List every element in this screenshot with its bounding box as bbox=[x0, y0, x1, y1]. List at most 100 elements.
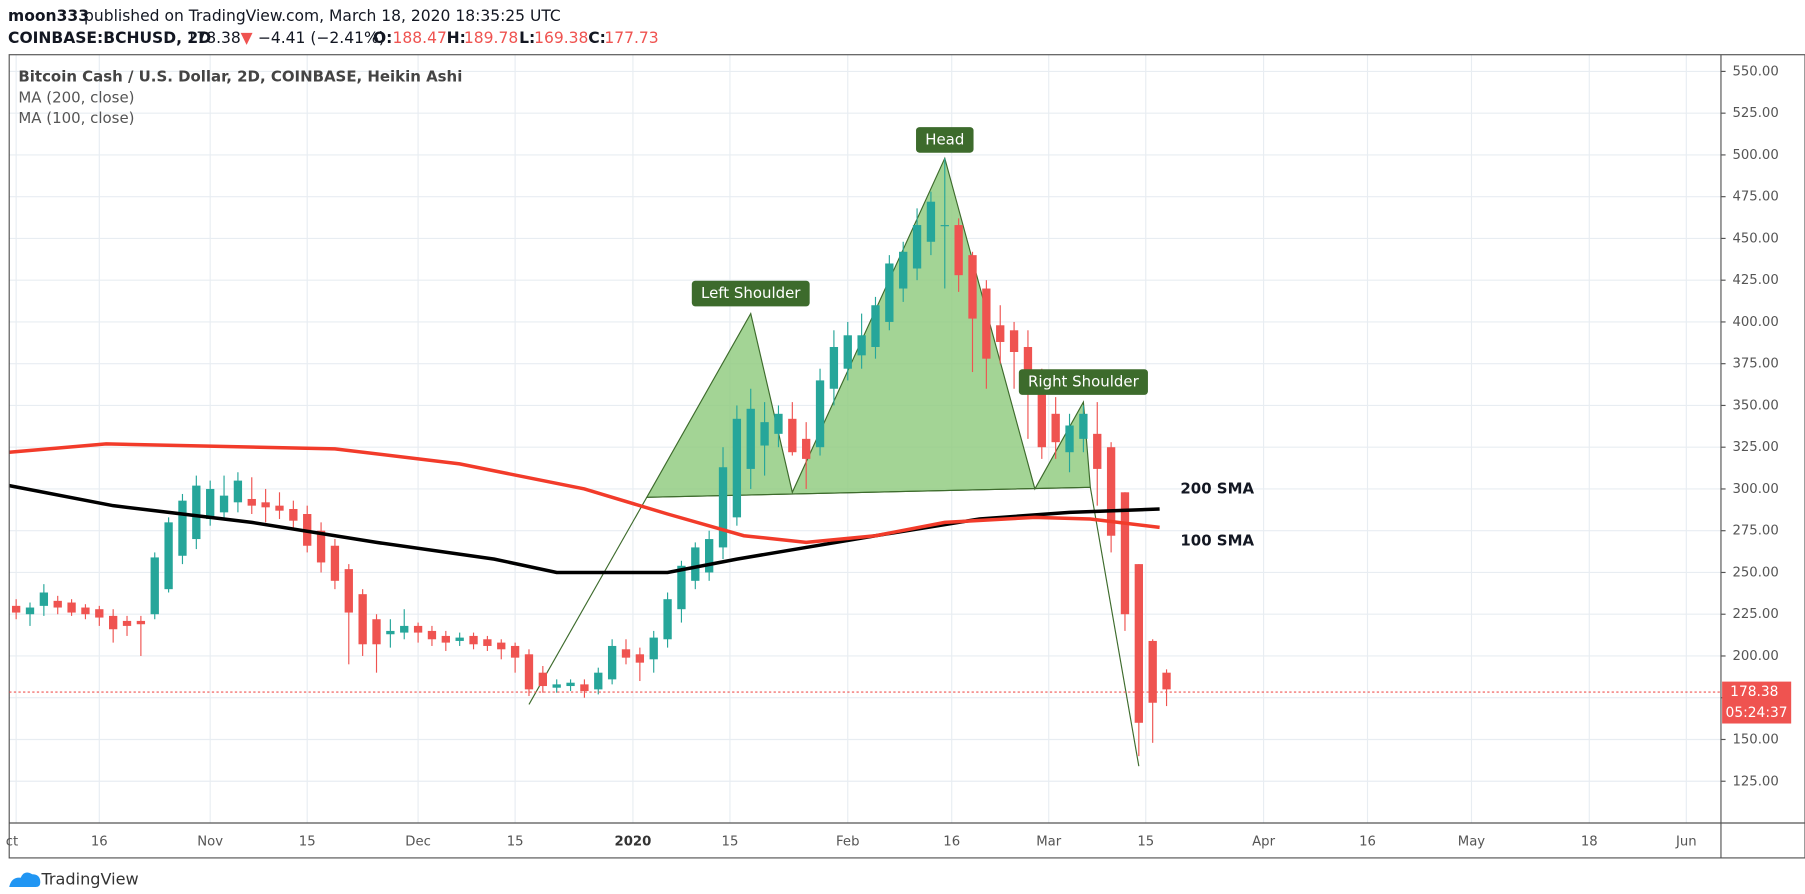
candle-body bbox=[926, 201, 936, 242]
candle-body bbox=[580, 684, 589, 692]
y-tick-label: 400.00 bbox=[1732, 315, 1778, 330]
annotation-label: Right Shoulder bbox=[1028, 373, 1139, 391]
ohlc-h-label: H: bbox=[447, 29, 466, 47]
candle-body bbox=[11, 605, 21, 613]
candle-body bbox=[912, 225, 922, 269]
y-tick-label: 150.00 bbox=[1732, 732, 1778, 747]
annotation: Right Shoulder bbox=[1018, 369, 1148, 395]
candle-body bbox=[358, 594, 367, 645]
candle-body bbox=[663, 599, 672, 640]
candle-body bbox=[136, 620, 146, 625]
legend-ma100: MA (100, close) bbox=[18, 109, 134, 127]
y-tick-label: 225.00 bbox=[1732, 607, 1778, 622]
candle-body bbox=[1051, 413, 1060, 443]
candle-body bbox=[996, 325, 1005, 342]
candle-body bbox=[427, 630, 437, 640]
y-tick-label: 425.00 bbox=[1732, 273, 1778, 288]
y-tick-label: 350.00 bbox=[1732, 398, 1778, 413]
candle-body bbox=[871, 305, 880, 347]
candle-body bbox=[1162, 672, 1171, 690]
grid bbox=[9, 54, 1721, 823]
candle-body bbox=[122, 620, 132, 626]
candle-body bbox=[247, 498, 256, 506]
x-tick-label: 18 bbox=[1581, 835, 1598, 850]
candle-body bbox=[746, 408, 755, 469]
candle-body bbox=[178, 500, 187, 556]
y-tick-label: 300.00 bbox=[1732, 482, 1778, 497]
change: −4.41 (−2.41%) bbox=[258, 29, 385, 47]
ohlc-l-label: L: bbox=[519, 29, 535, 47]
candle-body bbox=[469, 635, 478, 645]
candle-body bbox=[164, 522, 173, 590]
candle-body bbox=[497, 642, 506, 650]
author: moon333 bbox=[8, 7, 89, 25]
candle-body bbox=[510, 645, 520, 658]
candle-body bbox=[441, 635, 450, 643]
x-tick-label: 16 bbox=[1359, 835, 1376, 850]
candle-body bbox=[483, 639, 492, 646]
candle-body bbox=[289, 508, 298, 521]
x-tick-label: Dec bbox=[405, 835, 431, 850]
candle-body bbox=[233, 480, 243, 503]
y-tick-label: 550.00 bbox=[1732, 64, 1778, 79]
candle-body bbox=[1009, 330, 1019, 353]
marks bbox=[8, 156, 1171, 767]
candle-body bbox=[968, 255, 977, 319]
y-tick-label: 450.00 bbox=[1732, 231, 1778, 246]
last-price-label: 178.38 bbox=[1730, 684, 1778, 700]
candle-body bbox=[649, 637, 658, 660]
candle-body bbox=[899, 251, 908, 289]
x-tick-label: 15 bbox=[722, 835, 739, 850]
candle-body bbox=[760, 422, 769, 446]
annotation: Head bbox=[916, 127, 974, 153]
candle-body bbox=[621, 649, 631, 658]
candle-body bbox=[677, 565, 686, 610]
candle-body bbox=[788, 418, 797, 453]
candle-body bbox=[524, 654, 534, 690]
candle-body bbox=[275, 505, 284, 511]
legend-title: Bitcoin Cash / U.S. Dollar, 2D, COINBASE… bbox=[18, 67, 462, 85]
frame bbox=[8, 54, 1805, 859]
last-price-box bbox=[1722, 681, 1792, 724]
candle-body bbox=[150, 557, 159, 615]
x-tick-label: 15 bbox=[299, 835, 316, 850]
candle-body bbox=[261, 502, 270, 508]
trend-line bbox=[528, 497, 648, 705]
annotation-box bbox=[916, 127, 974, 153]
candle-body bbox=[109, 615, 118, 630]
x-tick-label: Apr bbox=[1252, 835, 1275, 850]
x-tick-label: 15 bbox=[1137, 835, 1154, 850]
candle-body bbox=[455, 637, 464, 641]
legend-ma200: MA (200, close) bbox=[18, 88, 134, 106]
candle-body bbox=[413, 625, 423, 633]
ohlc-h: 189.78 bbox=[464, 29, 518, 47]
candle-body bbox=[1120, 492, 1130, 615]
ohlc-l: 169.38 bbox=[534, 29, 588, 47]
candle-body bbox=[95, 609, 104, 618]
candle-body bbox=[386, 630, 395, 635]
candle-body bbox=[718, 467, 728, 548]
y-tick-label: 525.00 bbox=[1732, 106, 1778, 121]
candle-body bbox=[1093, 433, 1102, 469]
candle-body bbox=[316, 530, 326, 563]
logo: TradingView bbox=[9, 869, 139, 889]
annotation-label: Head bbox=[925, 130, 964, 148]
y-tick-label: 125.00 bbox=[1732, 774, 1778, 789]
candle-body bbox=[940, 225, 949, 227]
candle-body bbox=[885, 263, 894, 322]
candle-body bbox=[774, 413, 783, 434]
candle-body bbox=[330, 545, 340, 581]
candle-body bbox=[982, 288, 991, 359]
sma-label: 200 SMA bbox=[1180, 479, 1254, 497]
candle-body bbox=[552, 684, 561, 688]
candle-body bbox=[1148, 640, 1157, 703]
candle-body bbox=[206, 488, 215, 520]
ohlc-o: 188.47 bbox=[393, 29, 447, 47]
published: published on TradingView.com, March 18, … bbox=[84, 7, 561, 25]
ohlc-c-label: C: bbox=[588, 29, 606, 47]
candle-body bbox=[829, 346, 839, 389]
candle-body bbox=[691, 547, 700, 581]
candle-body bbox=[857, 335, 866, 356]
